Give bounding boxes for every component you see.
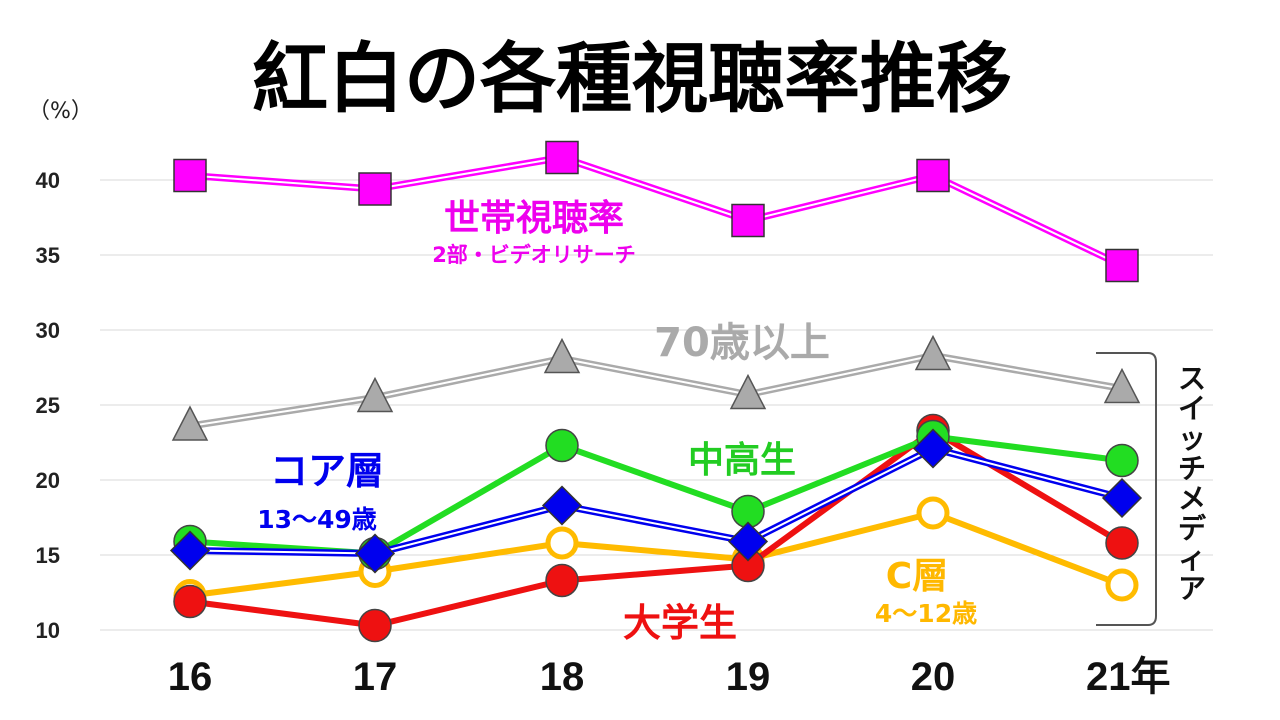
series-point <box>912 428 954 469</box>
series-point <box>729 373 767 410</box>
bracket-label-char: ッ <box>1178 422 1206 455</box>
series-point <box>545 140 579 175</box>
series-point <box>545 428 579 463</box>
series-point <box>1103 367 1141 404</box>
series-label: コア層 <box>270 449 384 493</box>
series-label: 世帯視聴率 <box>444 198 624 239</box>
bracket-line <box>1096 352 1157 626</box>
series-point <box>545 563 579 598</box>
grid-lines <box>100 179 1213 631</box>
bracket-label-char: ア <box>1178 572 1206 605</box>
bracket-label-char: ス <box>1178 362 1206 395</box>
series-point <box>358 608 392 643</box>
series-point <box>1105 568 1139 602</box>
series-sublabel: 13〜49歳 <box>257 505 377 534</box>
series-line <box>189 352 1123 430</box>
series-label: C層 <box>886 556 948 597</box>
x-tick-label: 16 <box>168 655 213 699</box>
bracket-label-char: ィ <box>1178 542 1206 575</box>
series-point <box>727 521 769 562</box>
series-point <box>1105 526 1139 560</box>
series-line <box>189 427 1124 629</box>
series-line-inner <box>189 354 1123 427</box>
series-point <box>545 526 579 560</box>
series-line-inner <box>189 156 1123 267</box>
series-point <box>358 172 392 206</box>
y-tick-label: 40 <box>36 168 60 193</box>
series-line-inner <box>189 447 1123 555</box>
series-point <box>541 485 583 526</box>
x-tick-label: 18 <box>540 655 585 699</box>
y-tick-label: 10 <box>36 618 60 643</box>
series-point <box>916 496 950 530</box>
series-point <box>354 533 396 574</box>
y-tick-label: 35 <box>36 243 60 268</box>
series-3 <box>169 428 1143 574</box>
bracket-label-char: デ <box>1178 512 1207 545</box>
series-label: 70歳以上 <box>654 320 830 366</box>
x-ticks: 16 17 18 19 20 21年 <box>168 655 1171 699</box>
series-5 <box>173 413 1139 643</box>
bracket-label-char: イ <box>1178 392 1206 425</box>
y-tick-label: 15 <box>36 543 60 568</box>
chart-title: 紅白の各種視聴率推移 <box>252 34 1012 123</box>
y-tick-label: 30 <box>36 318 60 343</box>
series-point <box>1105 248 1139 283</box>
series-point <box>173 584 207 619</box>
y-ticks: 10 15 20 25 30 35 40 <box>36 168 60 643</box>
x-tick-label: 19 <box>726 655 771 699</box>
x-tick-label: 21年 <box>1086 655 1171 699</box>
series-point <box>356 376 394 413</box>
series-2 <box>173 419 1139 571</box>
series-point <box>731 203 765 238</box>
series-line <box>189 510 1124 599</box>
series-label: 大学生 <box>623 601 737 645</box>
series-sublabel: 4〜12歳 <box>875 599 977 628</box>
series-point <box>169 530 211 571</box>
series-point <box>171 405 209 441</box>
series-point <box>1101 477 1143 519</box>
bracket-label-char: メ <box>1178 482 1206 515</box>
series-1 <box>171 334 1141 441</box>
series-point <box>916 158 950 193</box>
series-label: 中高生 <box>688 440 796 481</box>
y-axis-unit: （%） <box>28 99 93 124</box>
x-tick-label: 17 <box>353 655 398 699</box>
series-point <box>173 158 207 193</box>
series-point <box>1105 443 1139 478</box>
series-layer <box>169 140 1143 643</box>
x-tick-label: 20 <box>911 655 956 699</box>
y-tick-label: 25 <box>36 393 60 418</box>
series-sublabel: 2部・ビデオリサーチ <box>432 243 636 267</box>
series-0 <box>173 140 1139 283</box>
series-point <box>543 337 581 374</box>
series-line <box>189 154 1124 269</box>
y-tick-label: 20 <box>36 468 60 493</box>
series-point <box>914 334 952 371</box>
bracket-label-char: チ <box>1178 452 1206 485</box>
